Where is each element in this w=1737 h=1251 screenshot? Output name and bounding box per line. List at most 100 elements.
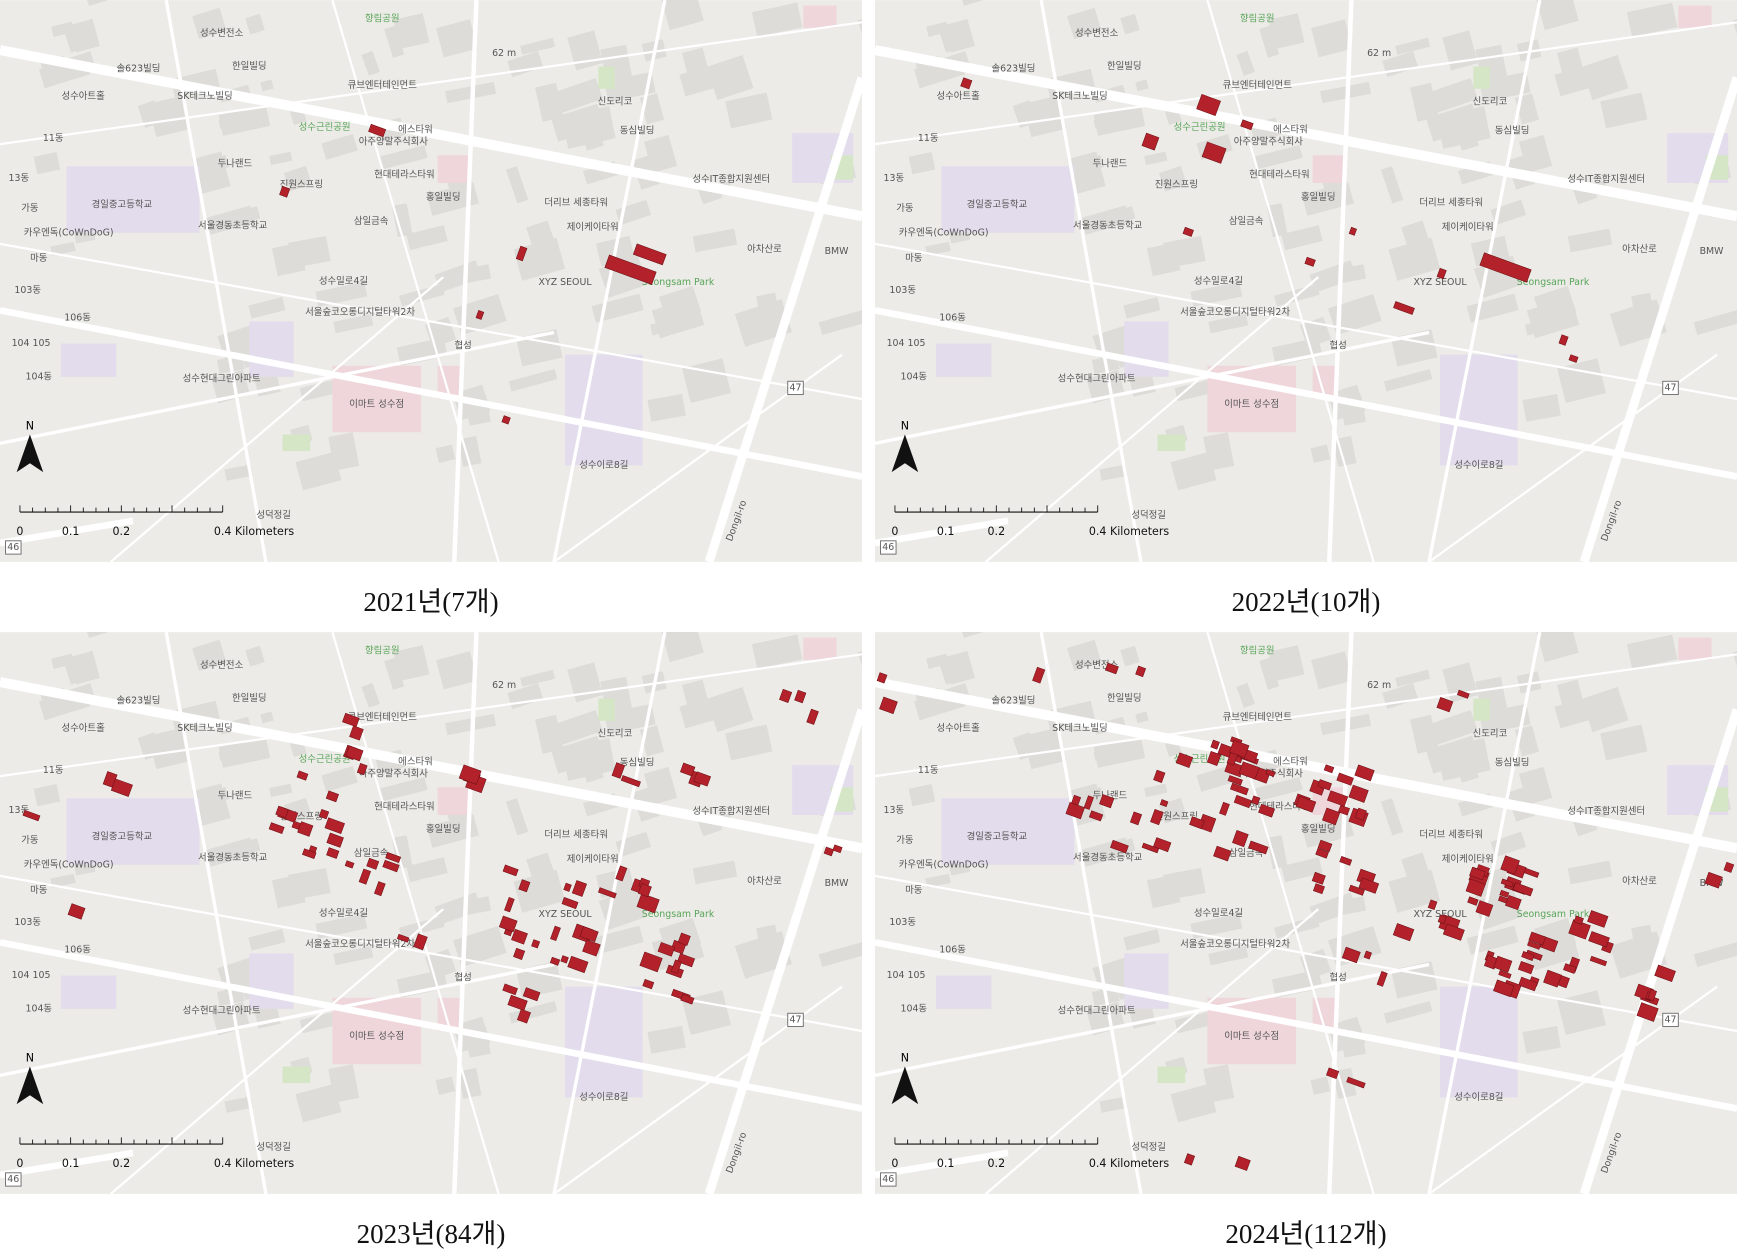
map-label: 동심빌딩 <box>620 757 655 768</box>
scale-label: 0.4 Kilometers <box>1089 1157 1170 1170</box>
map-label: BMW <box>1700 246 1724 257</box>
map-label: 104동 <box>25 371 52 382</box>
area <box>283 434 311 451</box>
map-label: 진원스프링 <box>1155 179 1198 191</box>
map-label: 성수변전소 <box>200 660 244 671</box>
map-label: 성수변전소 <box>200 28 244 39</box>
map-label: 서울숲코오롱디지털타워2차 <box>305 306 415 318</box>
map-label: 더리브 세종타워 <box>544 829 608 840</box>
map-label: 47 <box>1665 382 1677 393</box>
map-label: 에스타워 <box>1273 124 1308 135</box>
map-label: 가동 <box>896 203 914 214</box>
map-label: 성수현대그린아파트 <box>183 374 261 385</box>
map-label: 한일빌딩 <box>232 693 267 704</box>
scale-label: 0.1 <box>937 1157 955 1170</box>
map-label: 마동 <box>30 253 48 264</box>
map-label: 두나랜드 <box>218 159 253 170</box>
map-label: 마동 <box>905 885 923 896</box>
map-label: 아주양말주식회사 <box>1234 135 1304 147</box>
map-label: 제이케이타워 <box>1442 222 1494 233</box>
area <box>283 1066 311 1083</box>
scale-label: 0.1 <box>937 525 955 538</box>
area <box>1678 638 1711 660</box>
area <box>1158 434 1186 451</box>
north-label: N <box>26 420 34 433</box>
map-label: 성수IT종합지원센터 <box>1567 174 1645 185</box>
map-label: 103동 <box>889 285 916 296</box>
map-label: 62 m <box>1367 48 1391 59</box>
map-label: 동심빌딩 <box>1495 125 1530 136</box>
area <box>936 976 991 1009</box>
map-label: 62 m <box>1367 680 1391 691</box>
map-label: 아차산로 <box>747 875 782 887</box>
caption: 2024년(112개) <box>875 1212 1737 1251</box>
map-label: 46 <box>7 1174 19 1185</box>
map-label: 신도리코 <box>1473 97 1508 108</box>
map-label: XYZ SEOUL <box>1414 277 1468 288</box>
map-label: 협성 <box>454 971 471 983</box>
map-label: 서울경동초등학교 <box>198 852 268 864</box>
map-label: 46 <box>882 1174 894 1185</box>
map-label: 성수일로4길 <box>1194 907 1243 919</box>
map-label: 성수현대그린아파트 <box>1058 1006 1136 1017</box>
map-label: SK테크노빌딩 <box>177 723 232 734</box>
map-label: 성덕정길 <box>1131 509 1166 521</box>
map-label: 11동 <box>918 765 939 776</box>
scale-label: 0 <box>16 525 23 538</box>
map-label: 46 <box>7 542 19 553</box>
map-label: 아차산로 <box>1622 875 1657 887</box>
map-label: 성수변전소 <box>1075 28 1119 39</box>
map-label: XYZ SEOUL <box>539 909 593 920</box>
map-label: 13동 <box>884 173 905 184</box>
map-label: 103동 <box>14 285 41 296</box>
map-label: 이마트 성수점 <box>1224 398 1279 410</box>
map-label: 제이케이타워 <box>567 854 619 865</box>
map-label: 마동 <box>30 885 48 896</box>
scale-label: 0 <box>16 1157 23 1170</box>
map-label: 13동 <box>9 173 30 184</box>
area <box>1678 6 1711 28</box>
map-label: 이마트 성수점 <box>1224 1030 1279 1042</box>
map-label: 두나랜드 <box>218 791 253 802</box>
map-label: 삼일금속 <box>354 216 389 227</box>
map-label: 성수현대그린아파트 <box>183 1006 261 1017</box>
map-label: 향림공원 <box>1240 12 1275 24</box>
map-label: 성수IT종합지원센터 <box>1567 806 1645 817</box>
map-label: 경일중고등학교 <box>92 831 153 843</box>
map-label: 성수이로8길 <box>579 1091 628 1103</box>
map-label: SK테크노빌딩 <box>1052 723 1107 734</box>
map-label: 제이케이타워 <box>567 222 619 233</box>
map-label: 성수근린공원 <box>299 122 351 133</box>
map-label: 큐브엔터테인먼트 <box>1223 712 1293 723</box>
map-label: 성수이로8길 <box>1454 459 1503 471</box>
area <box>61 344 116 377</box>
map-label: 103동 <box>889 917 916 928</box>
map-label: 서울숲코오롱디지털타워2차 <box>305 938 415 950</box>
map-label: 아차산로 <box>747 243 782 255</box>
area <box>803 638 836 660</box>
map-label: 103동 <box>14 917 41 928</box>
caption: 2022년(10개) <box>875 580 1737 619</box>
map-label: 104동 <box>900 1003 927 1014</box>
map-label: 신도리코 <box>598 97 633 108</box>
map-label: 카우엔독(CoWnDoG) <box>24 859 114 870</box>
map-label: 홍일빌딩 <box>426 823 461 835</box>
map-label: 성덕정길 <box>256 509 291 521</box>
scale-label: 0.2 <box>113 1157 131 1170</box>
scale-label: 0.1 <box>62 525 80 538</box>
map-label: BMW <box>825 878 849 889</box>
map-label: 62 m <box>492 680 516 691</box>
map-label: 한일빌딩 <box>1107 693 1142 704</box>
map-label: 현대테라스타워 <box>374 170 435 181</box>
map-label: 향림공원 <box>365 12 400 24</box>
scale-label: 0.2 <box>988 1157 1006 1170</box>
map-label: 한일빌딩 <box>232 61 267 72</box>
map-label: 13동 <box>884 805 905 816</box>
map-label: 협성 <box>1329 339 1346 351</box>
map-label: 서울숲코오롱디지털타워2차 <box>1180 306 1290 318</box>
map-label: 아주양말주식회사 <box>359 135 429 147</box>
map-label: 두나랜드 <box>1093 159 1128 170</box>
